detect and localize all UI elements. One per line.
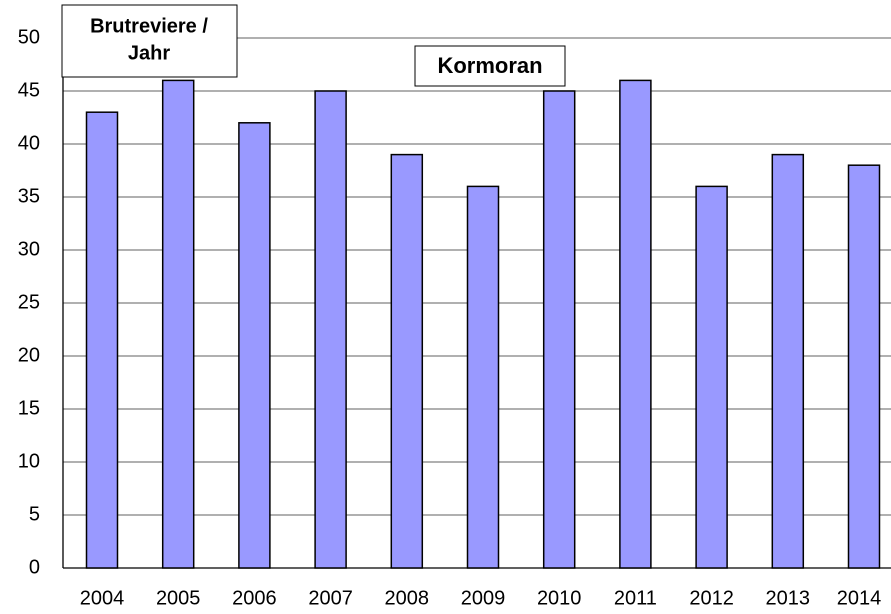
y-tick-label: 40 <box>18 132 40 154</box>
bar <box>619 79 652 569</box>
y-tick-label: 35 <box>18 185 40 207</box>
bar <box>238 122 271 569</box>
y-tick-label: 45 <box>18 79 40 101</box>
y-tick-label: 10 <box>18 450 40 472</box>
bar <box>771 153 805 569</box>
y-axis-label: Jahr <box>128 42 170 64</box>
y-tick-label: 5 <box>29 503 40 525</box>
x-tick-label: 2005 <box>156 587 201 609</box>
y-tick-label: 20 <box>18 344 40 366</box>
y-tick-label: 15 <box>18 397 40 419</box>
x-tick-label: 2011 <box>614 587 657 609</box>
x-tick-label: 2014 <box>837 587 882 609</box>
x-tick-label: 2004 <box>80 587 125 609</box>
x-tick-label: 2007 <box>308 587 353 609</box>
bar <box>847 164 881 569</box>
x-tick-label: 2013 <box>766 587 811 609</box>
y-label-box <box>61 4 238 78</box>
x-tick-label: 2010 <box>537 587 582 609</box>
y-tick-label: 0 <box>29 556 40 578</box>
chart-title: Kormoran <box>437 53 542 78</box>
x-tick-label: 2009 <box>461 587 506 609</box>
y-tick-label: 50 <box>18 26 40 48</box>
bar <box>466 185 500 569</box>
bar <box>161 79 195 569</box>
title-box <box>414 45 566 87</box>
bar <box>542 90 576 569</box>
x-tick-label: 2006 <box>232 587 277 609</box>
y-axis-label: Brutreviere / <box>90 15 208 37</box>
bar <box>314 90 347 569</box>
bar <box>390 153 424 569</box>
y-tick-label: 25 <box>18 291 40 313</box>
y-tick-label: 30 <box>18 238 40 260</box>
x-tick-label: 2008 <box>385 587 430 609</box>
x-tick-label: 2012 <box>689 587 734 609</box>
bar <box>85 111 119 569</box>
bar <box>695 185 728 569</box>
